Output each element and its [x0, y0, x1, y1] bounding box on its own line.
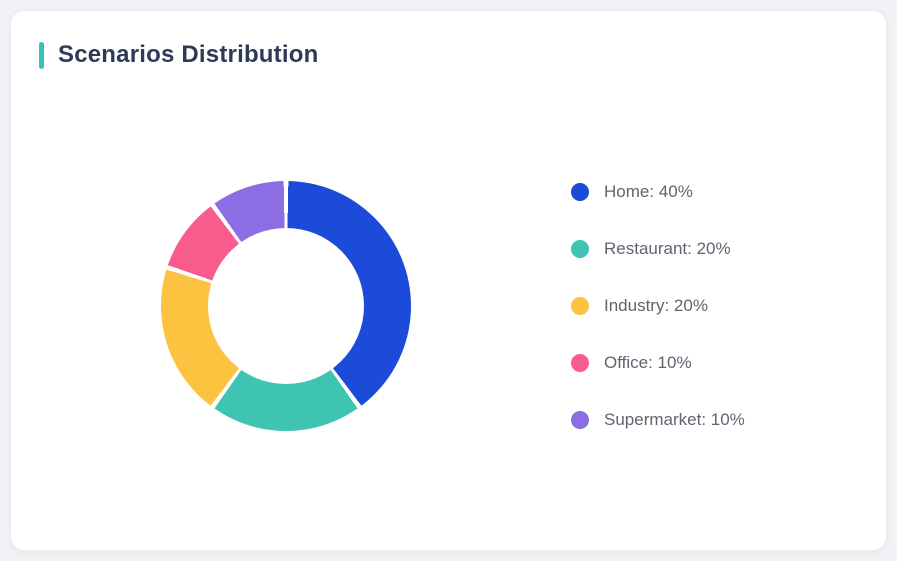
card-header: Scenarios Distribution — [39, 41, 858, 69]
legend-item-supermarket[interactable]: Supermarket: 10% — [571, 409, 745, 431]
legend-item-restaurant[interactable]: Restaurant: 20% — [571, 238, 745, 260]
legend-label-supermarket: Supermarket: 10% — [604, 410, 745, 429]
legend-label-home: Home: 40% — [604, 182, 693, 201]
legend-item-office[interactable]: Office: 10% — [571, 352, 745, 374]
legend-dot-restaurant — [571, 240, 589, 258]
legend-dot-supermarket — [571, 411, 589, 429]
scenarios-distribution-card: Scenarios Distribution Home: 40% Restaur… — [10, 10, 887, 551]
legend-item-industry[interactable]: Industry: 20% — [571, 295, 745, 317]
legend-dot-industry — [571, 297, 589, 315]
donut-chart-wrap — [161, 181, 411, 431]
legend-dot-office — [571, 354, 589, 372]
chart-legend: Home: 40% Restaurant: 20% Industry: 20% … — [571, 181, 745, 431]
legend-label-restaurant: Restaurant: 20% — [604, 239, 731, 258]
donut-hole — [208, 228, 364, 384]
title-accent-bar — [39, 41, 44, 69]
legend-dot-home — [571, 183, 589, 201]
legend-label-office: Office: 10% — [604, 353, 692, 372]
legend-item-home[interactable]: Home: 40% — [571, 181, 745, 203]
legend-label-industry: Industry: 20% — [604, 296, 708, 315]
page-title: Scenarios Distribution — [58, 41, 319, 68]
chart-area: Home: 40% Restaurant: 20% Industry: 20% … — [39, 181, 858, 431]
